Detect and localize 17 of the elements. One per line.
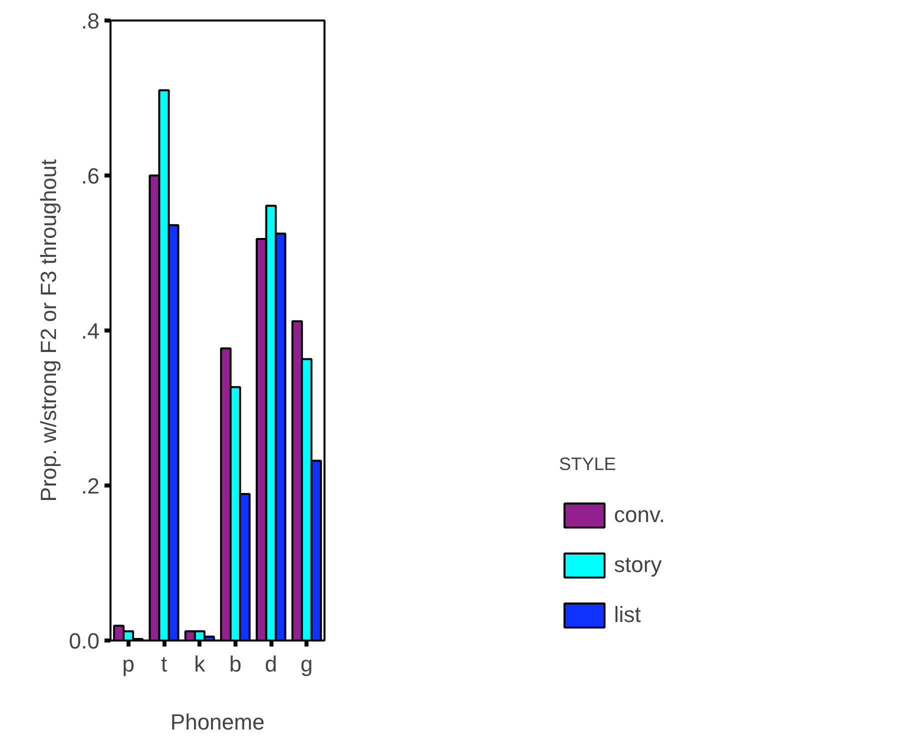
x-tick-label: k [194, 652, 206, 676]
y-tick-label: .4 [81, 318, 100, 344]
x-tick-label: p [122, 652, 134, 676]
x-tick-label: t [160, 652, 168, 676]
y-tick-label: .8 [81, 8, 100, 34]
x-tick-label: g [300, 652, 313, 676]
legend-title: STYLE [559, 454, 618, 475]
legend-label: story [614, 552, 662, 578]
y-tick-label: .6 [81, 164, 100, 188]
legend-label: list [614, 602, 641, 628]
y-axis-title: Prop. w/strong F2 or F3 throughout [36, 159, 61, 502]
y-tick-label: .2 [81, 474, 100, 498]
y-tick-label: 0.0 [68, 628, 100, 654]
x-axis-title: Phoneme [170, 710, 265, 734]
legend-label: conv. [614, 502, 665, 528]
x-tick-label: b [229, 652, 242, 676]
x-tick-label: d [264, 652, 278, 676]
